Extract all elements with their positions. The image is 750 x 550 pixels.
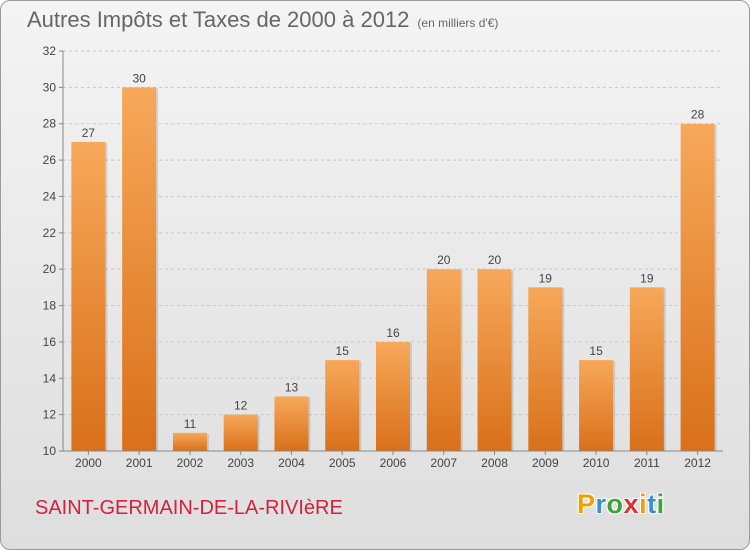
- proxiti-logo: Proxiti: [577, 489, 665, 520]
- bar-2005: [325, 360, 360, 451]
- bar-value-label: 27: [82, 126, 96, 140]
- bar-2012: [680, 123, 715, 452]
- x-tick-label: 2002: [177, 456, 204, 470]
- bar-2009: [528, 287, 563, 451]
- bar-2010: [579, 360, 614, 451]
- bar-2006: [376, 341, 410, 451]
- y-tick-label: 28: [43, 117, 57, 131]
- bar-value-label: 12: [234, 399, 248, 413]
- x-tick-label: 2003: [227, 456, 254, 470]
- y-tick-label: 22: [43, 226, 57, 240]
- bar-2001: [122, 87, 157, 451]
- logo-letter: P: [577, 489, 596, 519]
- y-tick-label: 10: [43, 444, 57, 458]
- y-tick-label: 12: [43, 408, 57, 422]
- location-name: SAINT-GERMAIN-DE-LA-RIVIèRE: [35, 497, 343, 519]
- logo-letter: r: [595, 489, 607, 519]
- x-tick-label: 2007: [430, 456, 457, 470]
- bar-value-label: 28: [691, 108, 705, 122]
- bar-2003: [223, 414, 258, 451]
- bar-value-label: 15: [336, 344, 350, 358]
- bar-value-label: 13: [285, 380, 299, 394]
- x-tick-label: 2008: [481, 456, 508, 470]
- x-tick-label: 2011: [634, 456, 660, 470]
- bar-value-label: 30: [132, 71, 146, 85]
- title-unit: (en milliers d'€): [417, 16, 499, 30]
- y-tick-label: 26: [43, 153, 57, 167]
- title-text: Autres Impôts et Taxes de 2000 à 2012: [27, 7, 410, 32]
- bar-2011: [629, 287, 664, 451]
- x-tick-label: 2012: [684, 456, 711, 470]
- logo-letter: o: [606, 489, 624, 519]
- bar-2002: [172, 432, 207, 451]
- x-tick-label: 2000: [75, 456, 102, 470]
- logo-letter: x: [623, 489, 640, 519]
- y-tick-label: 30: [43, 80, 57, 94]
- bar-2008: [477, 269, 512, 451]
- x-tick-label: 2001: [126, 456, 153, 470]
- y-tick-label: 20: [43, 262, 57, 276]
- x-tick-label: 2009: [532, 456, 559, 470]
- logo-letter: i: [656, 489, 665, 519]
- bar-value-label: 19: [539, 271, 553, 285]
- bar-value-label: 16: [386, 326, 400, 340]
- chart-title: Autres Impôts et Taxes de 2000 à 2012 (en…: [27, 7, 498, 33]
- bar-value-label: 15: [589, 344, 603, 358]
- bar-2004: [274, 396, 309, 451]
- x-tick-label: 2005: [329, 456, 356, 470]
- y-tick-label: 32: [43, 44, 57, 58]
- bars: 27 30 11 12 13 15 16 20 20 19 15 19 28: [71, 71, 717, 452]
- bar-2007: [426, 269, 461, 451]
- bar-value-label: 20: [437, 253, 451, 267]
- y-tick-label: 24: [43, 189, 57, 203]
- bar-2000: [71, 141, 106, 451]
- logo-letter: t: [647, 489, 657, 519]
- axes: 10 12 14 16 18 20 22 24 26 28 30 32 2000 2001 2002 2003…: [43, 44, 723, 470]
- bar-value-label: 11: [184, 417, 197, 431]
- y-tick-label: 16: [43, 335, 57, 349]
- x-tick-label: 2004: [278, 456, 305, 470]
- x-tick-label: 2006: [380, 456, 407, 470]
- bar-value-label: 19: [640, 271, 654, 285]
- y-tick-label: 14: [43, 371, 57, 385]
- logo-letter: i: [639, 489, 648, 519]
- y-tick-label: 18: [43, 299, 57, 313]
- bar-value-label: 20: [488, 253, 502, 267]
- x-tick-label: 2010: [583, 456, 610, 470]
